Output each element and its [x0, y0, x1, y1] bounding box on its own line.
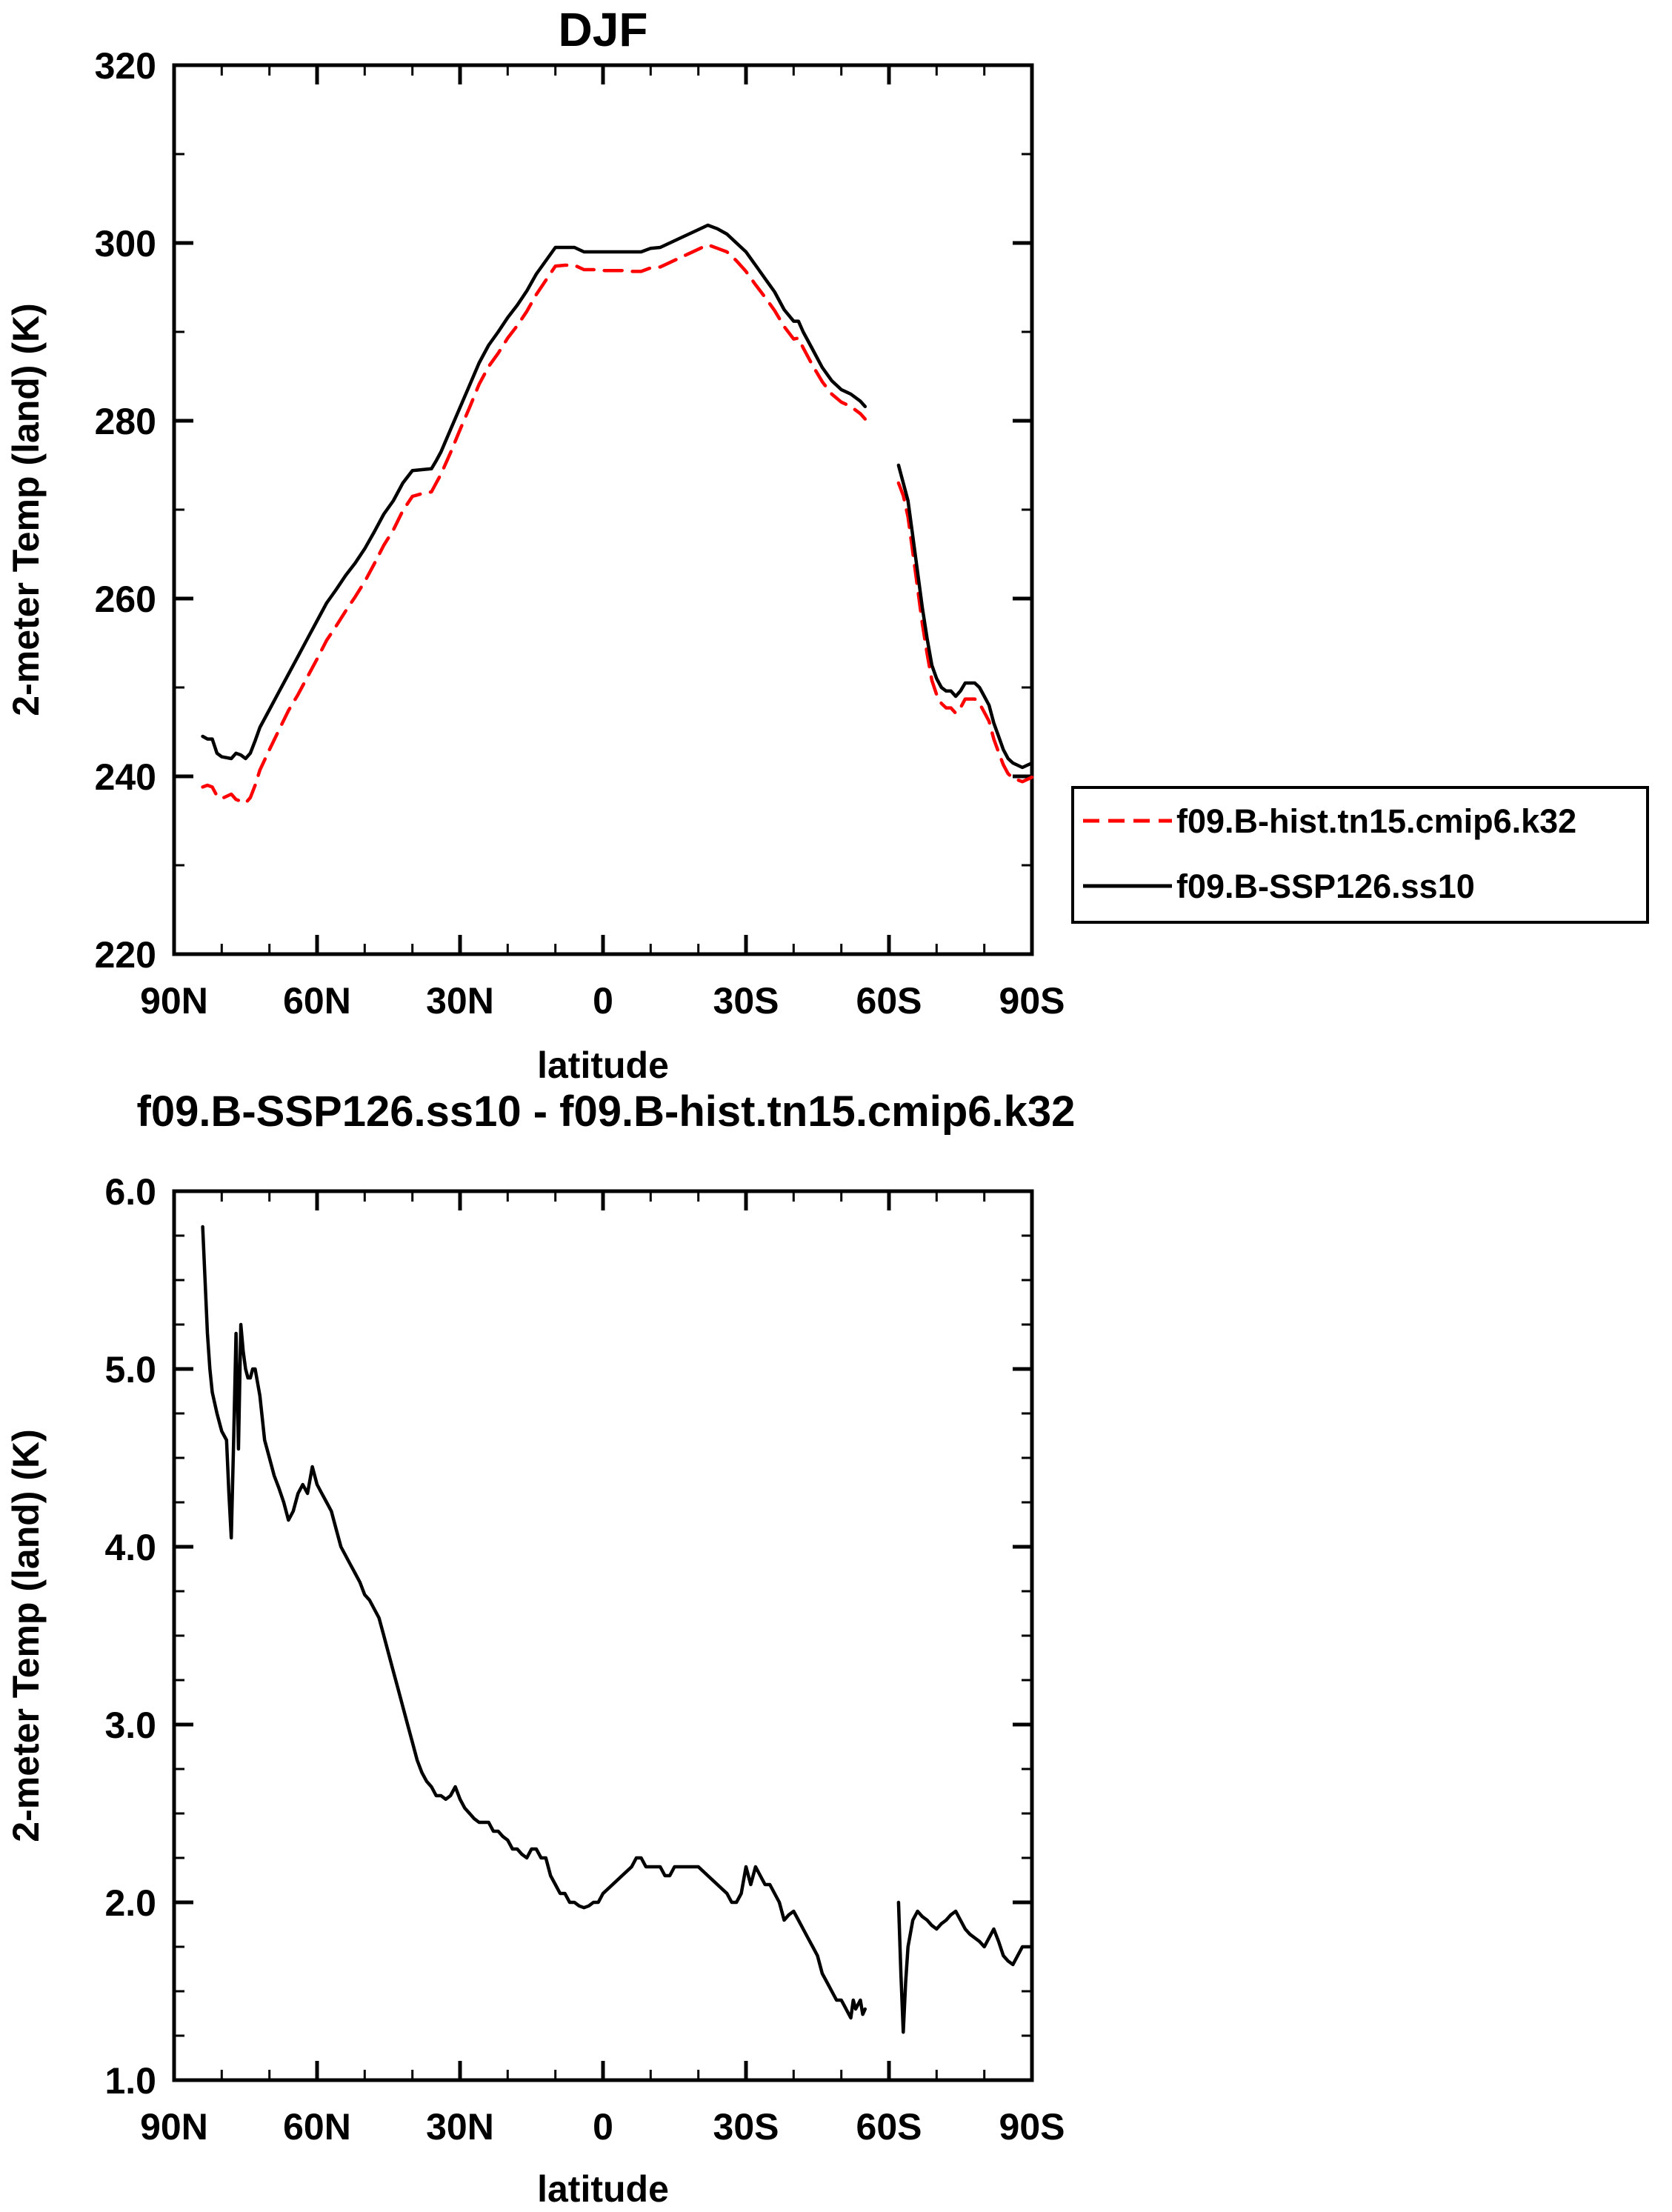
plot-frame [172, 1189, 1034, 2082]
x-tick-label: 0 [593, 980, 613, 1022]
y-tick-label: 2.0 [104, 1882, 156, 1924]
x-tick-label: 30S [713, 980, 779, 1022]
y-tick-label: 5.0 [104, 1349, 156, 1390]
y-tick-label: 260 [95, 579, 156, 620]
series-f09.B-SSP126.ss10 [201, 223, 1034, 770]
x-tick-label: 30N [426, 2106, 494, 2148]
axis-labels: 90N 60N 30N 0 30S 60S 90S 220 240 260 280 300 320 DJF… [5, 3, 1065, 1086]
axis-labels: 90N 60N 30N 0 30S 60S 90S 1.0 2.0 3.0 4.0 5.0 6.0 f09… [5, 1087, 1075, 2210]
x-tick-label: 90N [140, 980, 208, 1022]
series-line [201, 243, 867, 805]
y-tick-label: 220 [95, 934, 156, 976]
x-axis-title: latitude [537, 2168, 669, 2210]
y-tick-label: 1.0 [104, 2060, 156, 2102]
y-tick-label: 300 [95, 223, 156, 264]
y-axis-title: 2-meter Temp (land) (K) [5, 303, 47, 716]
series-line [896, 463, 1034, 770]
x-tick-label: 0 [593, 2106, 613, 2148]
x-tick-label: 90S [999, 980, 1065, 1022]
axis-ticks [172, 63, 1034, 956]
x-tick-label: 30N [426, 980, 494, 1022]
plot-frame [172, 63, 1034, 956]
chart-title: DJF [559, 3, 648, 56]
series-line [201, 1225, 867, 2020]
chart-title: f09.B-SSP126.ss10 - f09.B-hist.tn15.cmip… [137, 1087, 1076, 1136]
x-axis-title: latitude [537, 1045, 669, 1086]
x-tick-label: 60S [856, 2106, 922, 2148]
legend-box [1071, 786, 1649, 924]
legend-label: f09.B-SSP126.ss10 [1176, 867, 1475, 905]
x-tick-label: 90N [140, 2106, 208, 2148]
legend: f09.B-hist.tn15.cmip6.k32 f09.B-SSP126.ss… [1071, 786, 1649, 924]
series-f09.B-hist.tn15.cmip6.k32 [201, 243, 1034, 805]
axis-ticks [172, 1189, 1034, 2082]
chart-1: 90N 60N 30N 0 30S 60S 90S 1.0 2.0 3.0 4.0 5.0 6.0 f09… [5, 1087, 1075, 2210]
y-tick-label: 6.0 [104, 1171, 156, 1213]
series-line [896, 481, 1034, 784]
x-tick-label: 60N [283, 2106, 351, 2148]
legend-label: f09.B-hist.tn15.cmip6.k32 [1176, 802, 1576, 840]
chart-0: 90N 60N 30N 0 30S 60S 90S 220 240 260 280 300 320 DJF… [5, 3, 1649, 1086]
x-tick-label: 30S [713, 2106, 779, 2148]
y-tick-label: 3.0 [104, 1705, 156, 1746]
series-difference [201, 1225, 1034, 2034]
series-line [896, 1900, 1034, 2034]
y-tick-label: 320 [95, 45, 156, 87]
y-axis-title: 2-meter Temp (land) (K) [5, 1429, 47, 1842]
x-tick-label: 90S [999, 2106, 1065, 2148]
x-tick-label: 60N [283, 980, 351, 1022]
y-tick-label: 240 [95, 756, 156, 798]
y-tick-label: 280 [95, 401, 156, 442]
x-tick-label: 60S [856, 980, 922, 1022]
series-line [201, 223, 867, 761]
y-tick-label: 4.0 [104, 1527, 156, 1568]
